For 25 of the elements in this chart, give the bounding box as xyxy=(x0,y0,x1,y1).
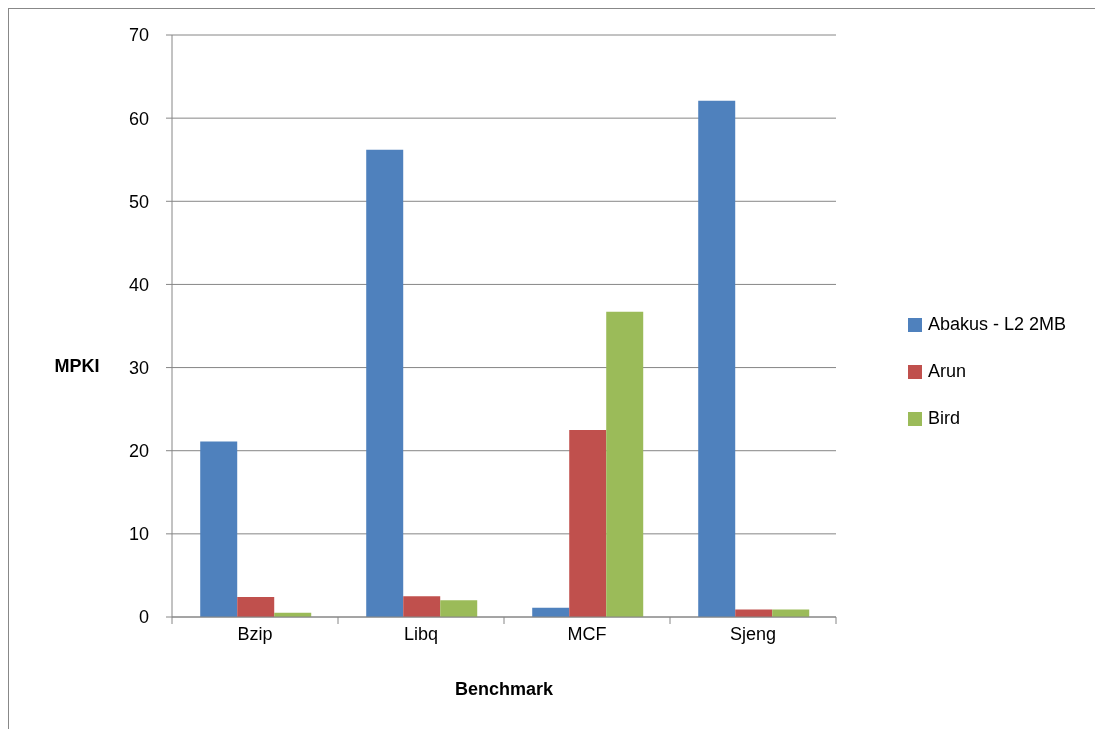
x-axis-title: Benchmark xyxy=(454,679,554,699)
bar xyxy=(569,429,607,617)
y-tick-label: 50 xyxy=(128,191,149,212)
bar xyxy=(366,149,404,617)
legend-label: Abakus - L2 2MB xyxy=(928,314,1067,334)
bar xyxy=(237,597,275,617)
bar xyxy=(698,100,736,617)
x-tick-label: MCF xyxy=(567,624,607,644)
y-axis-title: MPKI xyxy=(54,356,100,376)
x-tick-label: Bzip xyxy=(237,624,273,644)
y-tick-label: 40 xyxy=(128,274,149,295)
legend-label: Arun xyxy=(928,361,967,381)
y-tick-label: 20 xyxy=(128,441,149,462)
bar xyxy=(606,311,644,617)
bar xyxy=(403,596,441,617)
bar xyxy=(440,600,478,617)
y-tick-label: 30 xyxy=(128,357,149,378)
y-tick-label: 0 xyxy=(138,607,149,628)
bar xyxy=(200,441,238,617)
x-tick-label: Sjeng xyxy=(729,624,777,644)
y-tick-label: 60 xyxy=(128,108,149,129)
x-tick-label: Libq xyxy=(403,624,439,644)
y-tick-label: 70 xyxy=(128,25,149,46)
legend-label: Bird xyxy=(928,408,961,428)
y-tick-label: 10 xyxy=(128,524,149,545)
